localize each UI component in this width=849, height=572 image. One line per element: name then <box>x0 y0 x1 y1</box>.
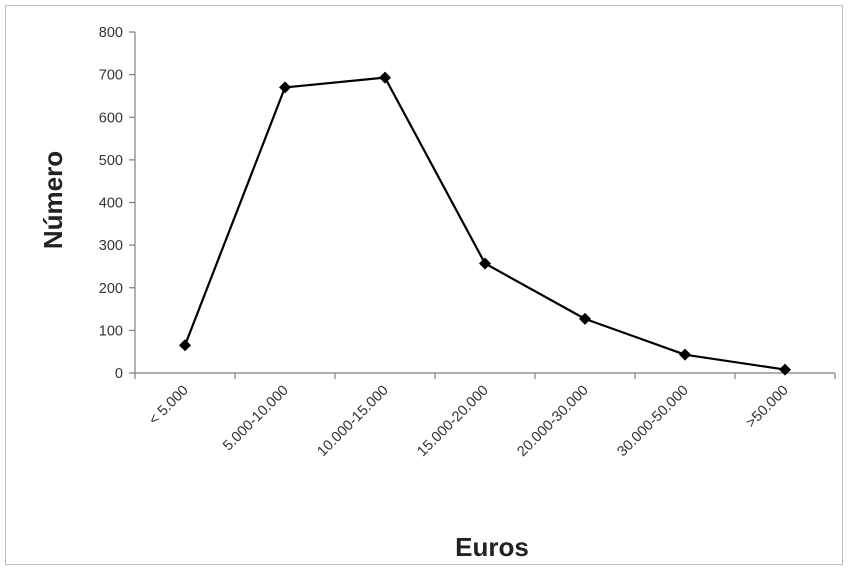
series-line <box>183 76 786 371</box>
y-tick-label: 0 <box>115 366 123 382</box>
y-tick-label: 500 <box>99 153 123 169</box>
x-tick-label: 30.000-50.000 <box>614 383 691 460</box>
y-tick-label: 600 <box>99 110 123 126</box>
data-point-marker <box>479 257 491 270</box>
x-tick-label: < 5.000 <box>146 383 192 429</box>
data-point-marker <box>579 312 591 325</box>
chart-frame <box>5 5 843 565</box>
y-tick-label: 400 <box>99 196 123 212</box>
data-point-marker <box>379 71 391 84</box>
x-tick-label: >50.000 <box>743 383 792 432</box>
x-axis-title: Euros <box>455 532 529 562</box>
data-point-marker <box>679 348 691 361</box>
x-axis-ticks: < 5.000 5.000-10.000 10.000-15.000 15.000-2… <box>134 373 836 460</box>
x-tick-label: 15.000-20.000 <box>414 383 491 460</box>
data-point-marker <box>779 363 791 376</box>
y-tick-label: 800 <box>99 25 123 41</box>
x-tick-label: 20.000-30.000 <box>514 383 591 460</box>
x-tick-label: 5.000-10.000 <box>220 383 292 455</box>
y-tick-label: 700 <box>99 68 123 84</box>
x-tick-label: 10.000-15.000 <box>314 383 391 460</box>
y-tick-label: 300 <box>99 238 123 254</box>
data-point-marker <box>179 339 191 352</box>
y-tick-label: 100 <box>99 323 123 339</box>
y-axis-ticks: 0 100 200 300 400 500 600 700 800 <box>99 25 135 382</box>
series-group <box>179 71 791 376</box>
y-axis-title: Número <box>38 151 68 249</box>
data-point-marker <box>279 81 291 94</box>
y-tick-label: 200 <box>99 281 123 297</box>
